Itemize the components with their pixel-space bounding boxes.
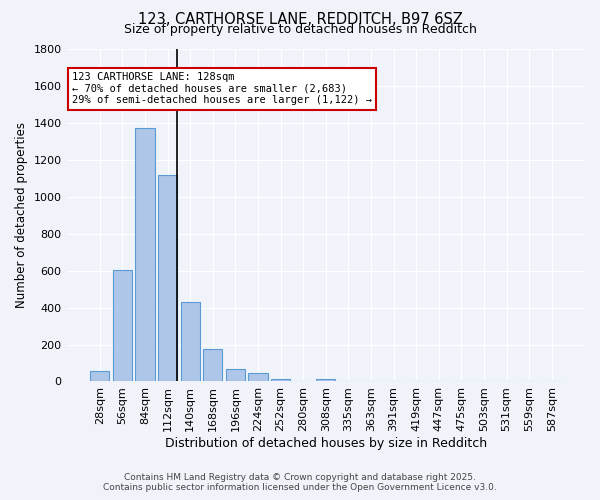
Bar [316, 378, 335, 382]
Bar [181, 302, 200, 382]
Text: Size of property relative to detached houses in Redditch: Size of property relative to detached ho… [124, 22, 476, 36]
X-axis label: Distribution of detached houses by size in Redditch: Distribution of detached houses by size … [165, 437, 487, 450]
Bar [226, 370, 245, 382]
Bar [136, 128, 155, 382]
Text: 123, CARTHORSE LANE, REDDITCH, B97 6SZ: 123, CARTHORSE LANE, REDDITCH, B97 6SZ [137, 12, 463, 28]
Bar [158, 174, 177, 382]
Bar [90, 372, 109, 382]
Y-axis label: Number of detached properties: Number of detached properties [15, 122, 28, 308]
Bar [113, 270, 132, 382]
Bar [271, 378, 290, 382]
Text: 123 CARTHORSE LANE: 128sqm
← 70% of detached houses are smaller (2,683)
29% of s: 123 CARTHORSE LANE: 128sqm ← 70% of deta… [72, 72, 372, 106]
Text: Contains HM Land Registry data © Crown copyright and database right 2025.
Contai: Contains HM Land Registry data © Crown c… [103, 473, 497, 492]
Bar [248, 373, 268, 382]
Bar [203, 349, 223, 382]
